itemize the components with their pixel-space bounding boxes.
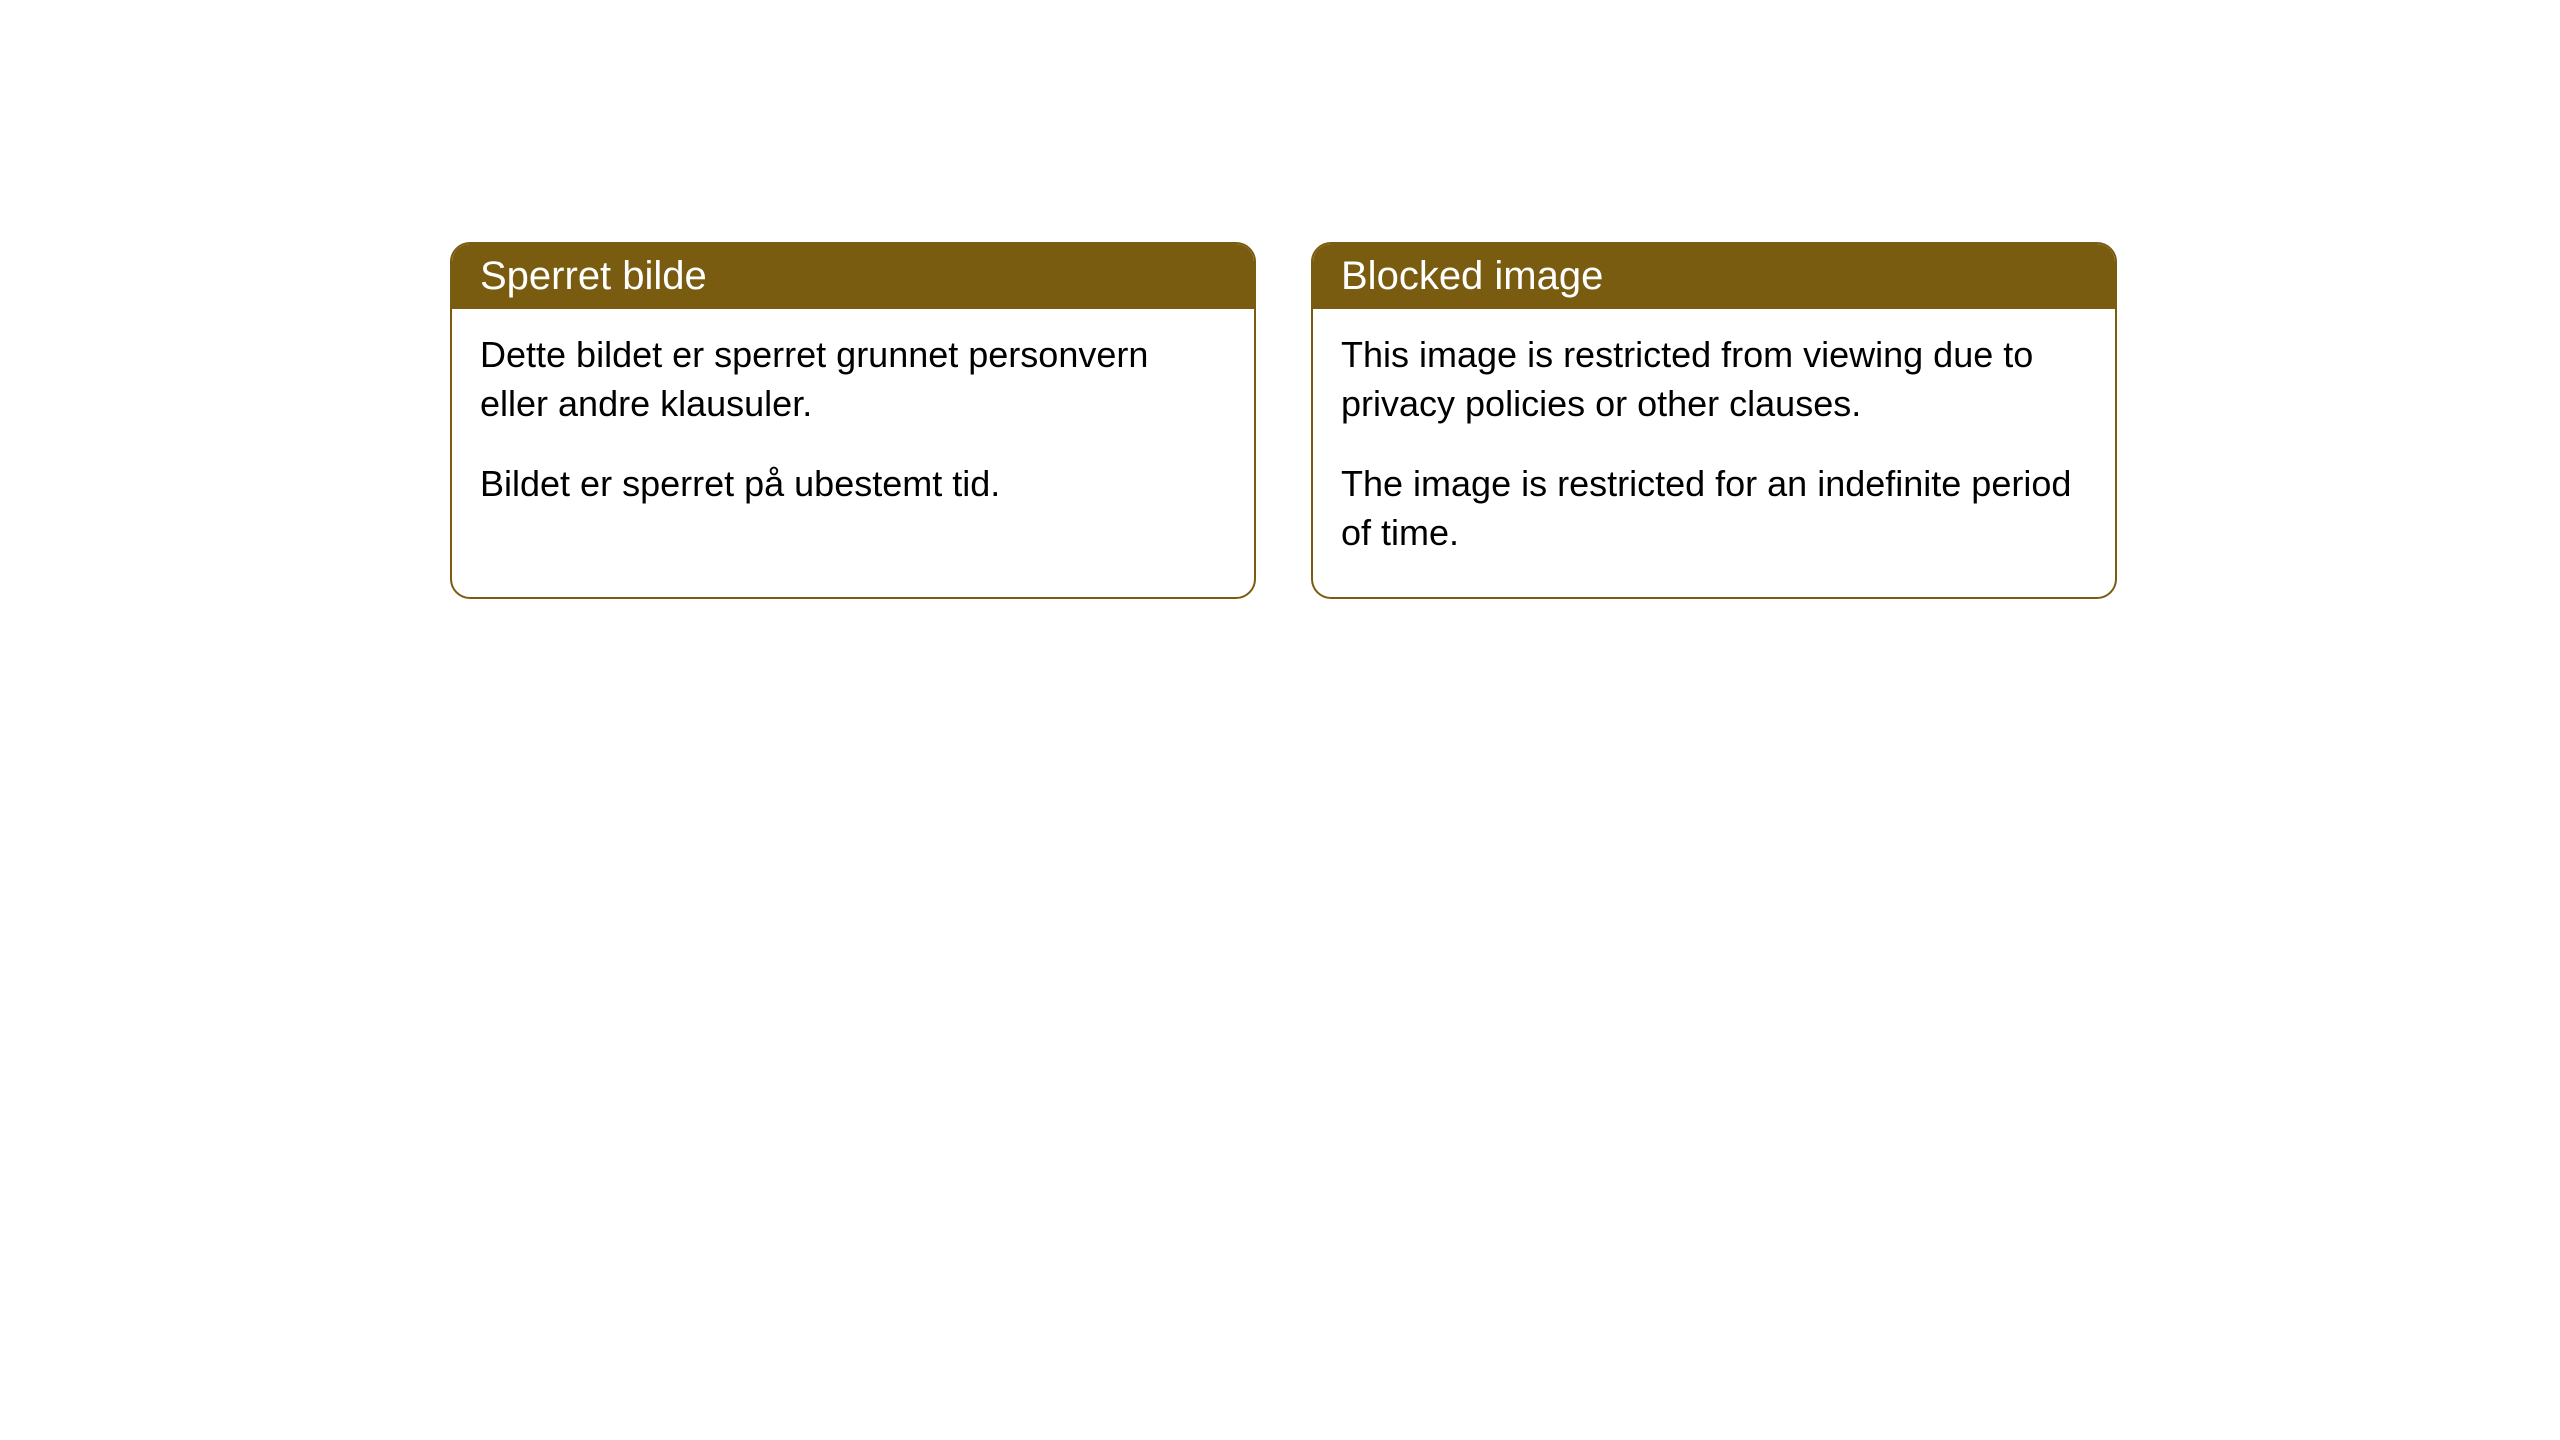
notice-cards-container: Sperret bilde Dette bildet er sperret gr… — [450, 242, 2117, 599]
card-title: Blocked image — [1341, 254, 1603, 298]
card-body-norwegian: Dette bildet er sperret grunnet personve… — [452, 309, 1254, 549]
notice-card-english: Blocked image This image is restricted f… — [1311, 242, 2117, 599]
card-paragraph: This image is restricted from viewing du… — [1341, 331, 2087, 428]
notice-card-norwegian: Sperret bilde Dette bildet er sperret gr… — [450, 242, 1256, 599]
card-paragraph: Dette bildet er sperret grunnet personve… — [480, 331, 1226, 428]
card-paragraph: Bildet er sperret på ubestemt tid. — [480, 460, 1226, 509]
card-body-english: This image is restricted from viewing du… — [1313, 309, 2115, 597]
card-header-english: Blocked image — [1313, 244, 2115, 309]
card-header-norwegian: Sperret bilde — [452, 244, 1254, 309]
card-paragraph: The image is restricted for an indefinit… — [1341, 460, 2087, 557]
card-title: Sperret bilde — [480, 254, 707, 298]
